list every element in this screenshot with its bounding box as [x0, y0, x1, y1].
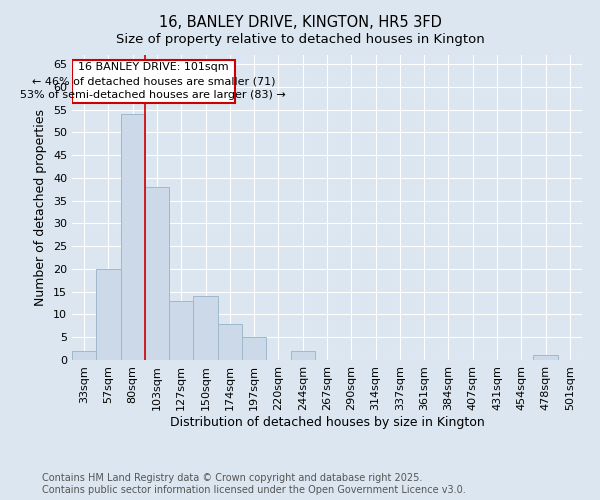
Text: Contains HM Land Registry data © Crown copyright and database right 2025.
Contai: Contains HM Land Registry data © Crown c… [42, 474, 466, 495]
X-axis label: Distribution of detached houses by size in Kington: Distribution of detached houses by size … [170, 416, 484, 428]
Bar [72, 351, 96, 360]
Bar [96, 269, 121, 360]
Bar [193, 296, 218, 360]
Bar [218, 324, 242, 360]
Text: Size of property relative to detached houses in Kington: Size of property relative to detached ho… [116, 32, 484, 46]
Text: 16, BANLEY DRIVE, KINGTON, HR5 3FD: 16, BANLEY DRIVE, KINGTON, HR5 3FD [158, 15, 442, 30]
FancyBboxPatch shape [72, 60, 235, 103]
Bar [290, 351, 315, 360]
Bar [121, 114, 145, 360]
Text: 16 BANLEY DRIVE: 101sqm
← 46% of detached houses are smaller (71)
53% of semi-de: 16 BANLEY DRIVE: 101sqm ← 46% of detache… [20, 62, 286, 100]
Bar [169, 301, 193, 360]
Bar [242, 337, 266, 360]
Y-axis label: Number of detached properties: Number of detached properties [34, 109, 47, 306]
Bar [145, 187, 169, 360]
Bar [533, 356, 558, 360]
